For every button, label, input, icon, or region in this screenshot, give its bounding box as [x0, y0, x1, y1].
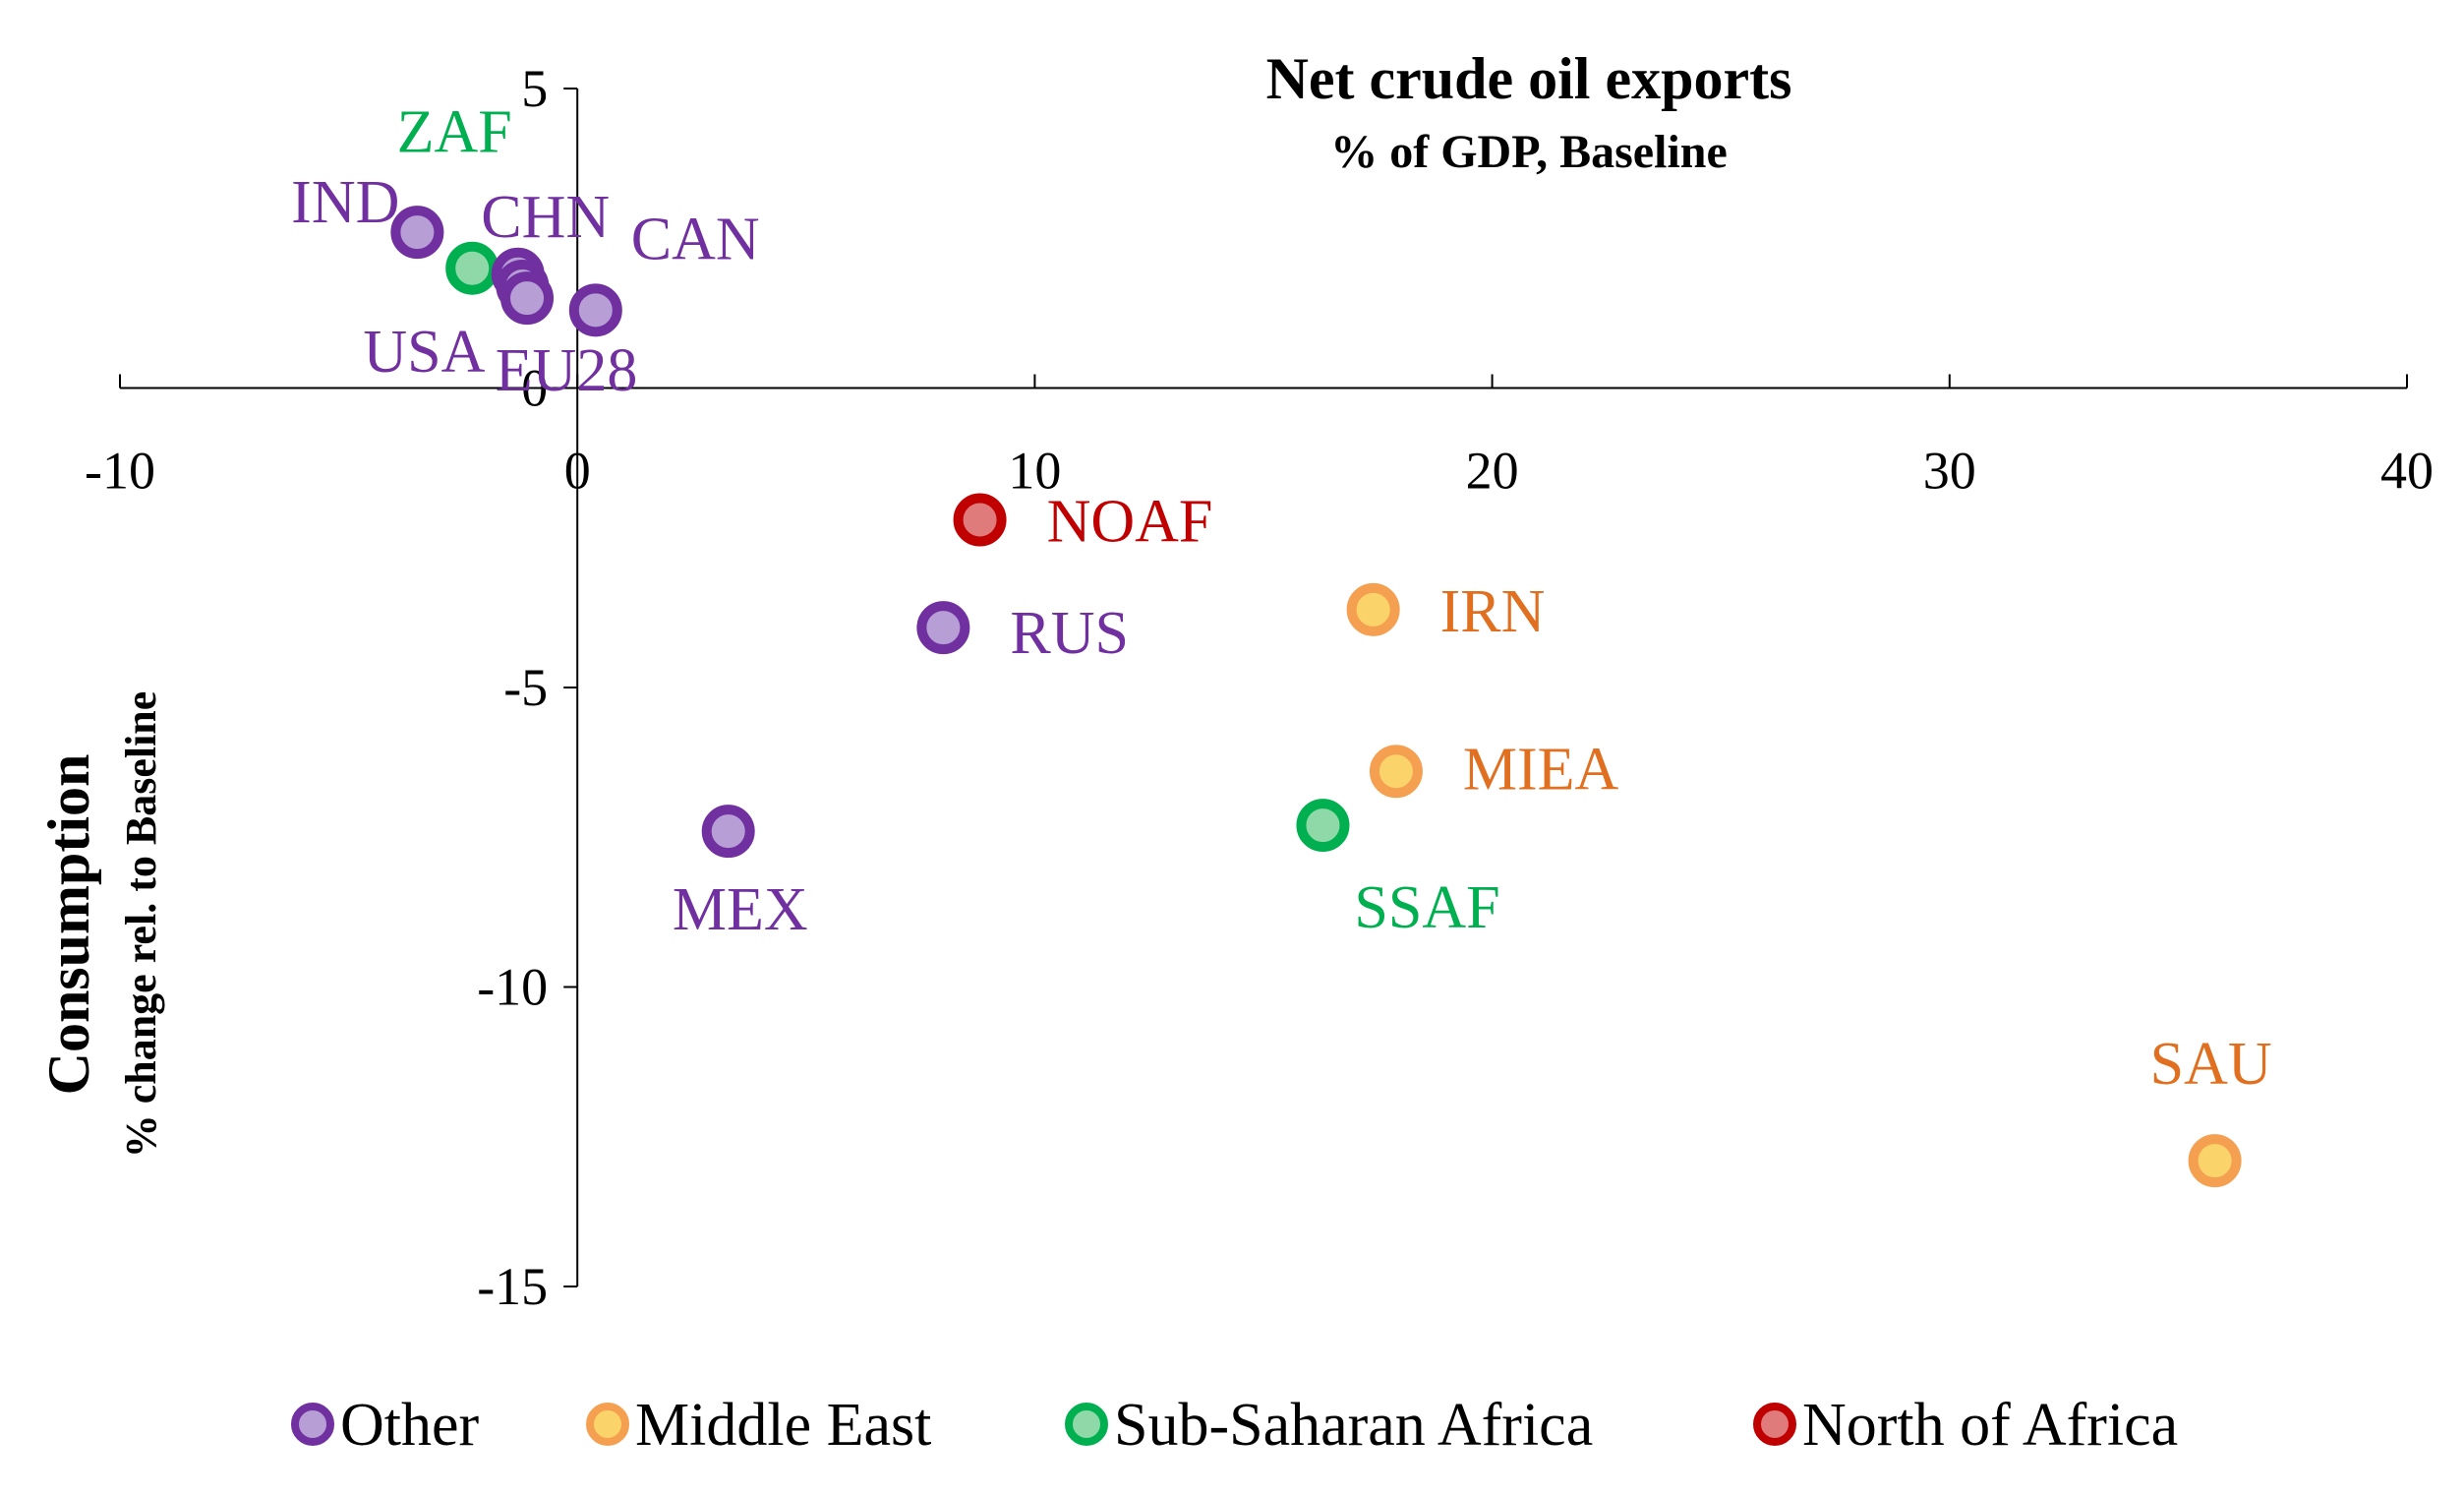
legend-marker — [586, 1403, 629, 1446]
y-axis-title: Consumption — [36, 754, 101, 1096]
x-tick-label: 0 — [564, 442, 591, 501]
x-tick-label: -10 — [85, 442, 155, 501]
data-point-sau — [2188, 1134, 2242, 1188]
data-point-mex — [701, 805, 755, 859]
data-point-ssaf — [1296, 799, 1350, 853]
legend-item: Other — [291, 1392, 480, 1459]
point-label-mex: MEX — [673, 876, 808, 943]
point-label-rus: RUS — [1010, 600, 1129, 667]
x-tick-label: 20 — [1466, 442, 1519, 501]
y-tick-label: -10 — [477, 958, 548, 1017]
legend-label: Other — [340, 1392, 480, 1459]
x-tick-label: 10 — [1008, 442, 1061, 501]
y-tick-label: -15 — [477, 1257, 548, 1316]
data-point-rus — [916, 601, 970, 655]
legend: Other Middle East Sub-Saharan Africa North … — [291, 1392, 2178, 1459]
legend-item: Middle East — [586, 1392, 931, 1459]
y-axis-subtitle: % change rel. to Baseline — [117, 691, 165, 1159]
point-label-zaf: ZAF — [397, 99, 512, 166]
data-point-noaf — [953, 493, 1007, 547]
data-point-zaf — [445, 241, 499, 295]
point-label-usa: USA — [363, 319, 485, 386]
point-label-irn: IRN — [1440, 578, 1546, 645]
y-tick-label: 0 — [521, 359, 548, 418]
legend-label: Sub-Saharan Africa — [1114, 1392, 1593, 1459]
data-point-ind — [390, 206, 444, 260]
point-label-ssaf: SSAF — [1354, 874, 1499, 941]
legend-item: North of Africa — [1753, 1392, 2178, 1459]
point-label-sau: SAU — [2150, 1031, 2272, 1098]
point-label-ind: IND — [291, 169, 399, 236]
data-point-eu28 — [500, 271, 555, 326]
point-label-noaf: NOAF — [1047, 488, 1213, 555]
point-label-eu28: EU28 — [496, 337, 638, 404]
legend-label: Middle East — [635, 1392, 931, 1459]
chart-subtitle: % of GDP, Baseline — [1330, 126, 1728, 178]
point-label-chn: CHN — [481, 184, 610, 251]
legend-label: North of Africa — [1802, 1392, 2178, 1459]
point-label-can: CAN — [631, 206, 760, 272]
legend-marker — [291, 1403, 334, 1446]
legend-marker — [1753, 1403, 1796, 1446]
y-tick-label: -5 — [503, 658, 548, 717]
x-tick-label: 40 — [2380, 442, 2434, 501]
data-point-irn — [1346, 582, 1400, 636]
data-point-miea — [1369, 745, 1423, 799]
point-label-miea: MIEA — [1463, 736, 1619, 803]
y-tick-label: 5 — [521, 59, 548, 118]
legend-marker — [1065, 1403, 1108, 1446]
data-point-can — [568, 283, 622, 337]
legend-item: Sub-Saharan Africa — [1065, 1392, 1593, 1459]
x-tick-label: 30 — [1923, 442, 1976, 501]
chart-title: Net crude oil exports — [1266, 46, 1792, 111]
